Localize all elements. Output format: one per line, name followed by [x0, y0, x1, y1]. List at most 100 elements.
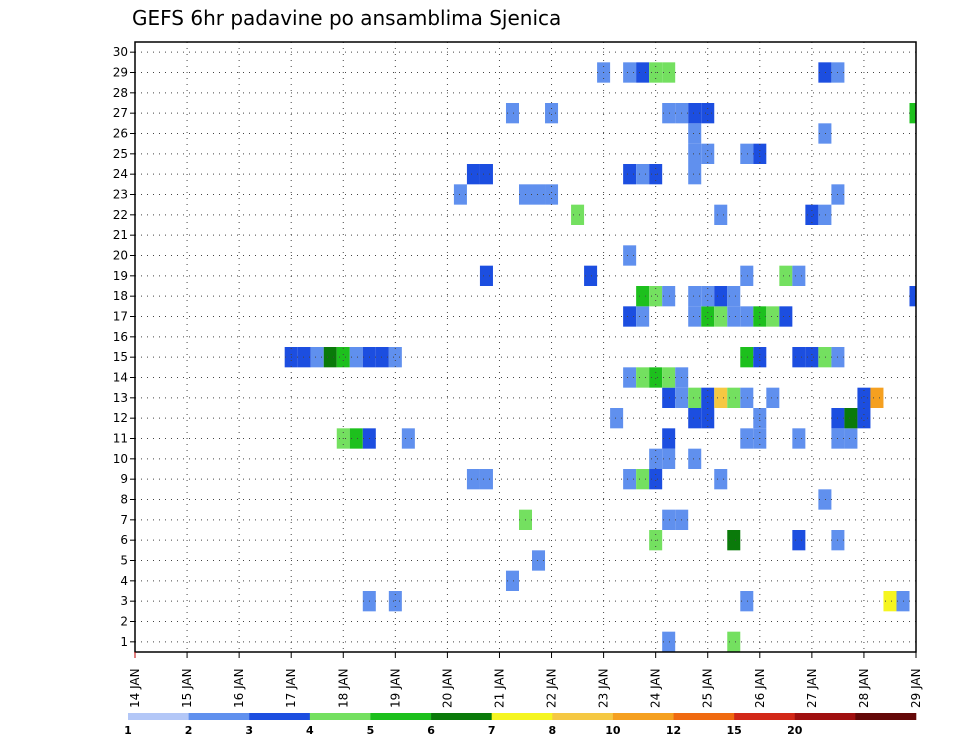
x-tick-label: 24 JAN: [649, 668, 663, 708]
plot-frame: [134, 41, 917, 653]
heatmap-cell: [505, 570, 519, 591]
heatmap-cell: [714, 286, 728, 307]
heatmap-cells: [284, 62, 916, 652]
x-tick-label: 20 JAN: [440, 668, 454, 708]
y-tick-label: 18: [113, 289, 128, 303]
colorbar-label: 8: [548, 724, 556, 737]
heatmap-cell: [766, 387, 780, 408]
heatmap-cell: [740, 143, 754, 164]
x-tick-label: 17 JAN: [284, 668, 298, 708]
heatmap-cell: [505, 103, 519, 124]
heatmap-cell: [466, 164, 480, 185]
heatmap-cell: [323, 347, 337, 368]
heatmap-cell: [792, 530, 806, 551]
heatmap-cell: [623, 367, 637, 388]
heatmap-cell: [857, 408, 871, 429]
colorbar-segment: [855, 713, 917, 720]
heatmap-cell: [662, 286, 676, 307]
heatmap-cell: [649, 448, 663, 469]
colorbar: 1 2 3 4 5 6 7 8 10 12 15 20: [124, 713, 917, 737]
heatmap-cell: [688, 448, 702, 469]
heatmap-cell: [688, 408, 702, 429]
heatmap-cell: [649, 469, 663, 490]
heatmap-cell: [727, 286, 741, 307]
heatmap-cell: [792, 265, 806, 286]
heatmap-cell: [349, 428, 363, 449]
heatmap-cell: [714, 306, 728, 327]
y-tick-label: 2: [120, 615, 128, 629]
heatmap-cell: [688, 143, 702, 164]
heatmap-cell: [636, 286, 650, 307]
heatmap-cell: [401, 428, 415, 449]
heatmap-cell: [662, 103, 676, 124]
x-tick-label: 22 JAN: [545, 668, 559, 708]
heatmap-cell: [623, 62, 637, 83]
heatmap-cell: [349, 347, 363, 368]
heatmap-cell: [479, 265, 493, 286]
heatmap-cell: [740, 347, 754, 368]
y-tick-label: 19: [113, 269, 128, 283]
heatmap-cell: [740, 428, 754, 449]
y-tick-label: 6: [120, 533, 128, 547]
y-tick-label: 10: [113, 452, 128, 466]
heatmap-cell: [818, 489, 832, 510]
colorbar-segment: [794, 713, 856, 720]
heatmap-cell: [727, 306, 741, 327]
y-tick-label: 9: [120, 472, 128, 486]
heatmap-cell: [636, 367, 650, 388]
heatmap-cell: [818, 62, 832, 83]
y-tick-label: 26: [113, 127, 128, 141]
heatmap-cell: [623, 306, 637, 327]
heatmap-cell: [727, 631, 741, 652]
heatmap-cell: [909, 103, 916, 124]
heatmap-cell: [662, 62, 676, 83]
y-tick-label: 22: [113, 208, 128, 222]
colorbar-label: 5: [367, 724, 375, 737]
heatmap-cell: [466, 469, 480, 490]
y-tick-label: 5: [120, 554, 128, 568]
heatmap-cell: [532, 550, 546, 571]
y-tick-label: 23: [113, 188, 128, 202]
grid-lines: [135, 42, 916, 652]
colorbar-segment: [370, 713, 432, 720]
y-tick-label: 4: [120, 574, 128, 588]
heatmap-cell: [662, 428, 676, 449]
heatmap-cell: [649, 367, 663, 388]
heatmap-cell: [701, 306, 715, 327]
heatmap-cell: [779, 306, 793, 327]
heatmap-cell: [584, 265, 598, 286]
colorbar-segment: [188, 713, 250, 720]
heatmap-cell: [688, 286, 702, 307]
colorbar-segment: [552, 713, 614, 720]
heatmap-cell: [818, 204, 832, 225]
heatmap-cell: [701, 286, 715, 307]
heatmap-cell: [805, 347, 819, 368]
x-tick-label: 26 JAN: [753, 668, 767, 708]
heatmap-cell: [662, 387, 676, 408]
y-tick-label: 20: [113, 249, 128, 263]
heatmap-cell: [701, 408, 715, 429]
heatmap-cell: [896, 591, 910, 612]
heatmap-cell: [844, 408, 858, 429]
colorbar-segment: [612, 713, 674, 720]
heatmap-cell: [714, 204, 728, 225]
y-tick-label: 30: [113, 45, 128, 59]
x-tick-label: 14 JAN: [128, 668, 142, 708]
colorbar-segment: [128, 713, 189, 720]
heatmap-cell: [701, 103, 715, 124]
colorbar-label: 6: [427, 724, 435, 737]
heatmap-cell: [623, 245, 637, 266]
heatmap-cell: [662, 448, 676, 469]
colorbar-segment: [673, 713, 735, 720]
colorbar-label: 12: [666, 724, 681, 737]
x-tick-label: 21 JAN: [492, 668, 506, 708]
heatmap-cell: [870, 387, 884, 408]
heatmap-cell: [336, 347, 350, 368]
heatmap-cell: [818, 123, 832, 144]
x-axis: 14 JAN 15 JAN 16 JAN 17 JAN 18 JAN 19 JAN 20 J…: [128, 652, 923, 708]
heatmap-cell: [714, 387, 728, 408]
colorbar-segment: [309, 713, 371, 720]
y-tick-label: 27: [113, 106, 128, 120]
y-tick-label: 12: [113, 411, 128, 425]
